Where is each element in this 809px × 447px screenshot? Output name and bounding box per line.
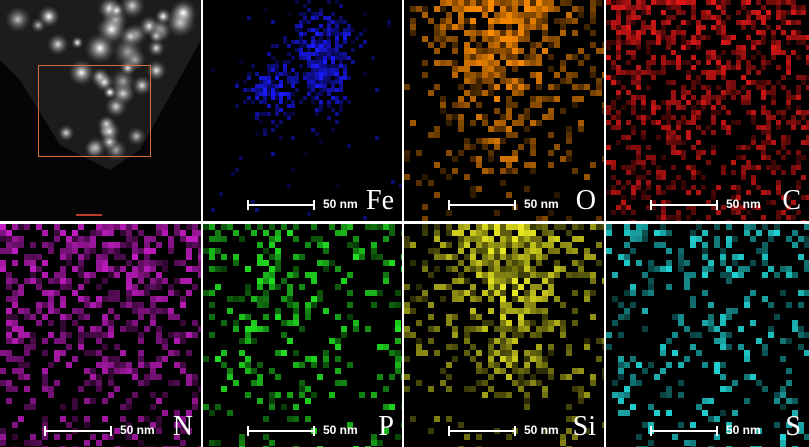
c-map [606, 0, 809, 221]
scale-bar-label: 50 nm [120, 423, 155, 437]
n-map-panel: 50 nm N [0, 224, 201, 447]
element-label-c: C [782, 185, 801, 216]
o-map-panel: 50 nm O [404, 0, 604, 221]
fe-map-panel: 50 nm Fe [203, 0, 402, 221]
element-label-n: N [172, 411, 193, 442]
scale-bar-label: 50 nm [323, 197, 358, 211]
element-label-si: Si [572, 411, 596, 442]
haadf-scale-bar [76, 214, 102, 216]
scale-bar-label: 50 nm [524, 423, 559, 437]
si-map-panel: 50 nm Si [404, 224, 604, 447]
haadf-image [0, 0, 201, 221]
region-of-interest-box [38, 65, 151, 157]
c-map-panel: 50 nm C [606, 0, 809, 221]
p-map-panel: 50 nm P [203, 224, 402, 447]
si-map [404, 224, 604, 447]
element-label-fe: Fe [366, 185, 394, 216]
n-map [0, 224, 201, 447]
scale-bar-label: 50 nm [524, 197, 559, 211]
element-label-o: O [575, 185, 596, 216]
scale-bar-label: 50 nm [726, 197, 761, 211]
element-label-p: P [378, 411, 394, 442]
element-label-s: S [785, 411, 801, 442]
o-map [404, 0, 604, 221]
p-map [203, 224, 402, 447]
haadf-image-panel [0, 0, 201, 221]
s-map [606, 224, 809, 447]
scale-bar-label: 50 nm [323, 423, 358, 437]
fe-map [203, 0, 402, 221]
scale-bar-label: 50 nm [726, 423, 761, 437]
s-map-panel: 50 nm S [606, 224, 809, 447]
